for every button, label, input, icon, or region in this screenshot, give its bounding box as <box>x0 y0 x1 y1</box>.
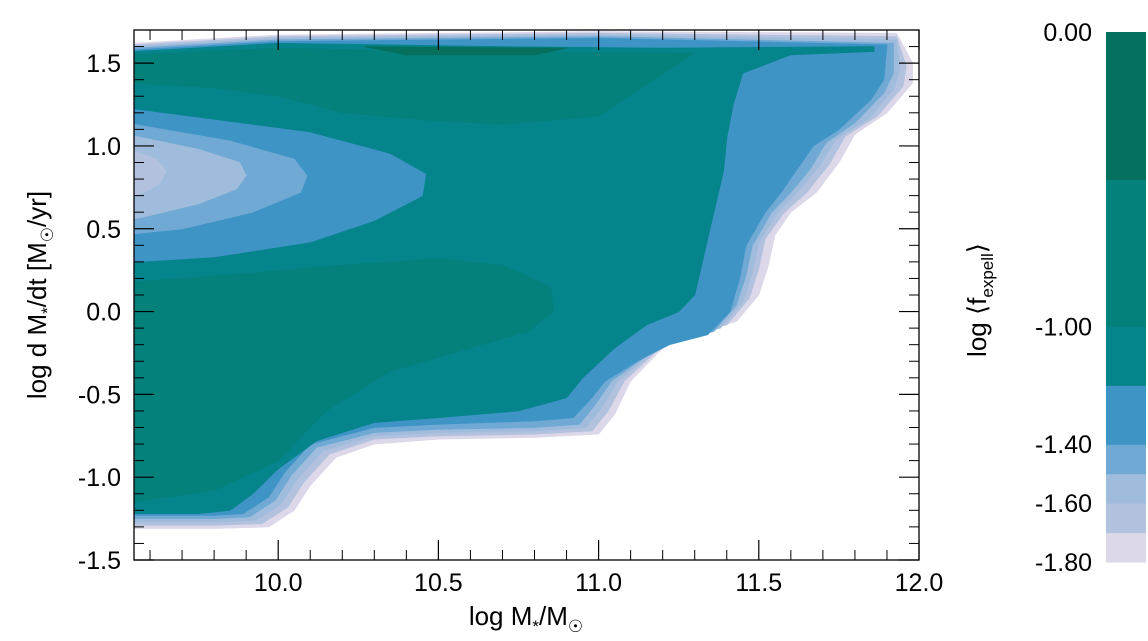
x-tick-label: 10.0 <box>254 569 303 597</box>
contour-regions <box>134 31 913 529</box>
contour-region-11 <box>134 135 247 220</box>
contour-region-7 <box>364 46 567 56</box>
colorbar-swatch-2 <box>1106 473 1146 504</box>
y-axis-label-text: log d M*/dt [M☉/yr] <box>22 191 57 399</box>
y-tick-label: -1.0 <box>78 464 121 492</box>
colorbar: 0.00 -1.00 -1.40 -1.60 -1.80 log ⟨fexpell⟩ <box>962 19 1146 577</box>
x-tick-label: 12.0 <box>895 569 944 597</box>
plot-area <box>133 29 920 561</box>
colorbar-swatch-0 <box>1106 532 1146 563</box>
colorbar-swatch-5 <box>1106 326 1146 386</box>
y-tick-label: 1.0 <box>86 133 121 161</box>
colorbar-swatch-1 <box>1106 503 1146 534</box>
x-tick-label: 11.5 <box>735 569 782 597</box>
y-tick-label: 0.5 <box>86 216 121 244</box>
colorbar-label: log ⟨fexpell⟩ <box>962 243 997 357</box>
x-axis-label-text: log M*/M☉ <box>469 601 583 636</box>
y-axis-label: log d M*/dt [M☉/yr] <box>22 191 57 399</box>
colorbar-swatches <box>1106 32 1146 563</box>
colorbar-tick-labels: 0.00 -1.00 -1.40 -1.60 -1.80 <box>1035 19 1092 577</box>
colorbar-swatch-7 <box>1106 32 1146 180</box>
contour-region-8 <box>134 258 555 503</box>
y-tick-label: -1.5 <box>78 547 121 575</box>
colorbar-label-text: log ⟨fexpell⟩ <box>962 243 997 357</box>
colorbar-swatch-3 <box>1106 444 1146 475</box>
y-tick-label: 1.5 <box>86 50 121 78</box>
plot-frame <box>133 29 920 561</box>
colorbar-tick-label: -1.60 <box>1035 490 1092 518</box>
colorbar-tick-label: -1.80 <box>1035 549 1092 577</box>
x-axis-label: log M*/M☉ <box>469 601 583 636</box>
colorbar-tick-label: -1.00 <box>1035 313 1092 341</box>
y-tick-label: -0.5 <box>78 381 121 409</box>
x-tick-label: 11.0 <box>575 569 622 597</box>
y-tick-label: 0.0 <box>86 299 121 327</box>
colorbar-swatch-6 <box>1106 179 1146 327</box>
colorbar-swatch-4 <box>1106 385 1146 445</box>
x-tick-label: 10.5 <box>414 569 463 597</box>
colorbar-tick-label: -1.40 <box>1035 431 1092 459</box>
colorbar-tick-label: 0.00 <box>1043 19 1092 47</box>
